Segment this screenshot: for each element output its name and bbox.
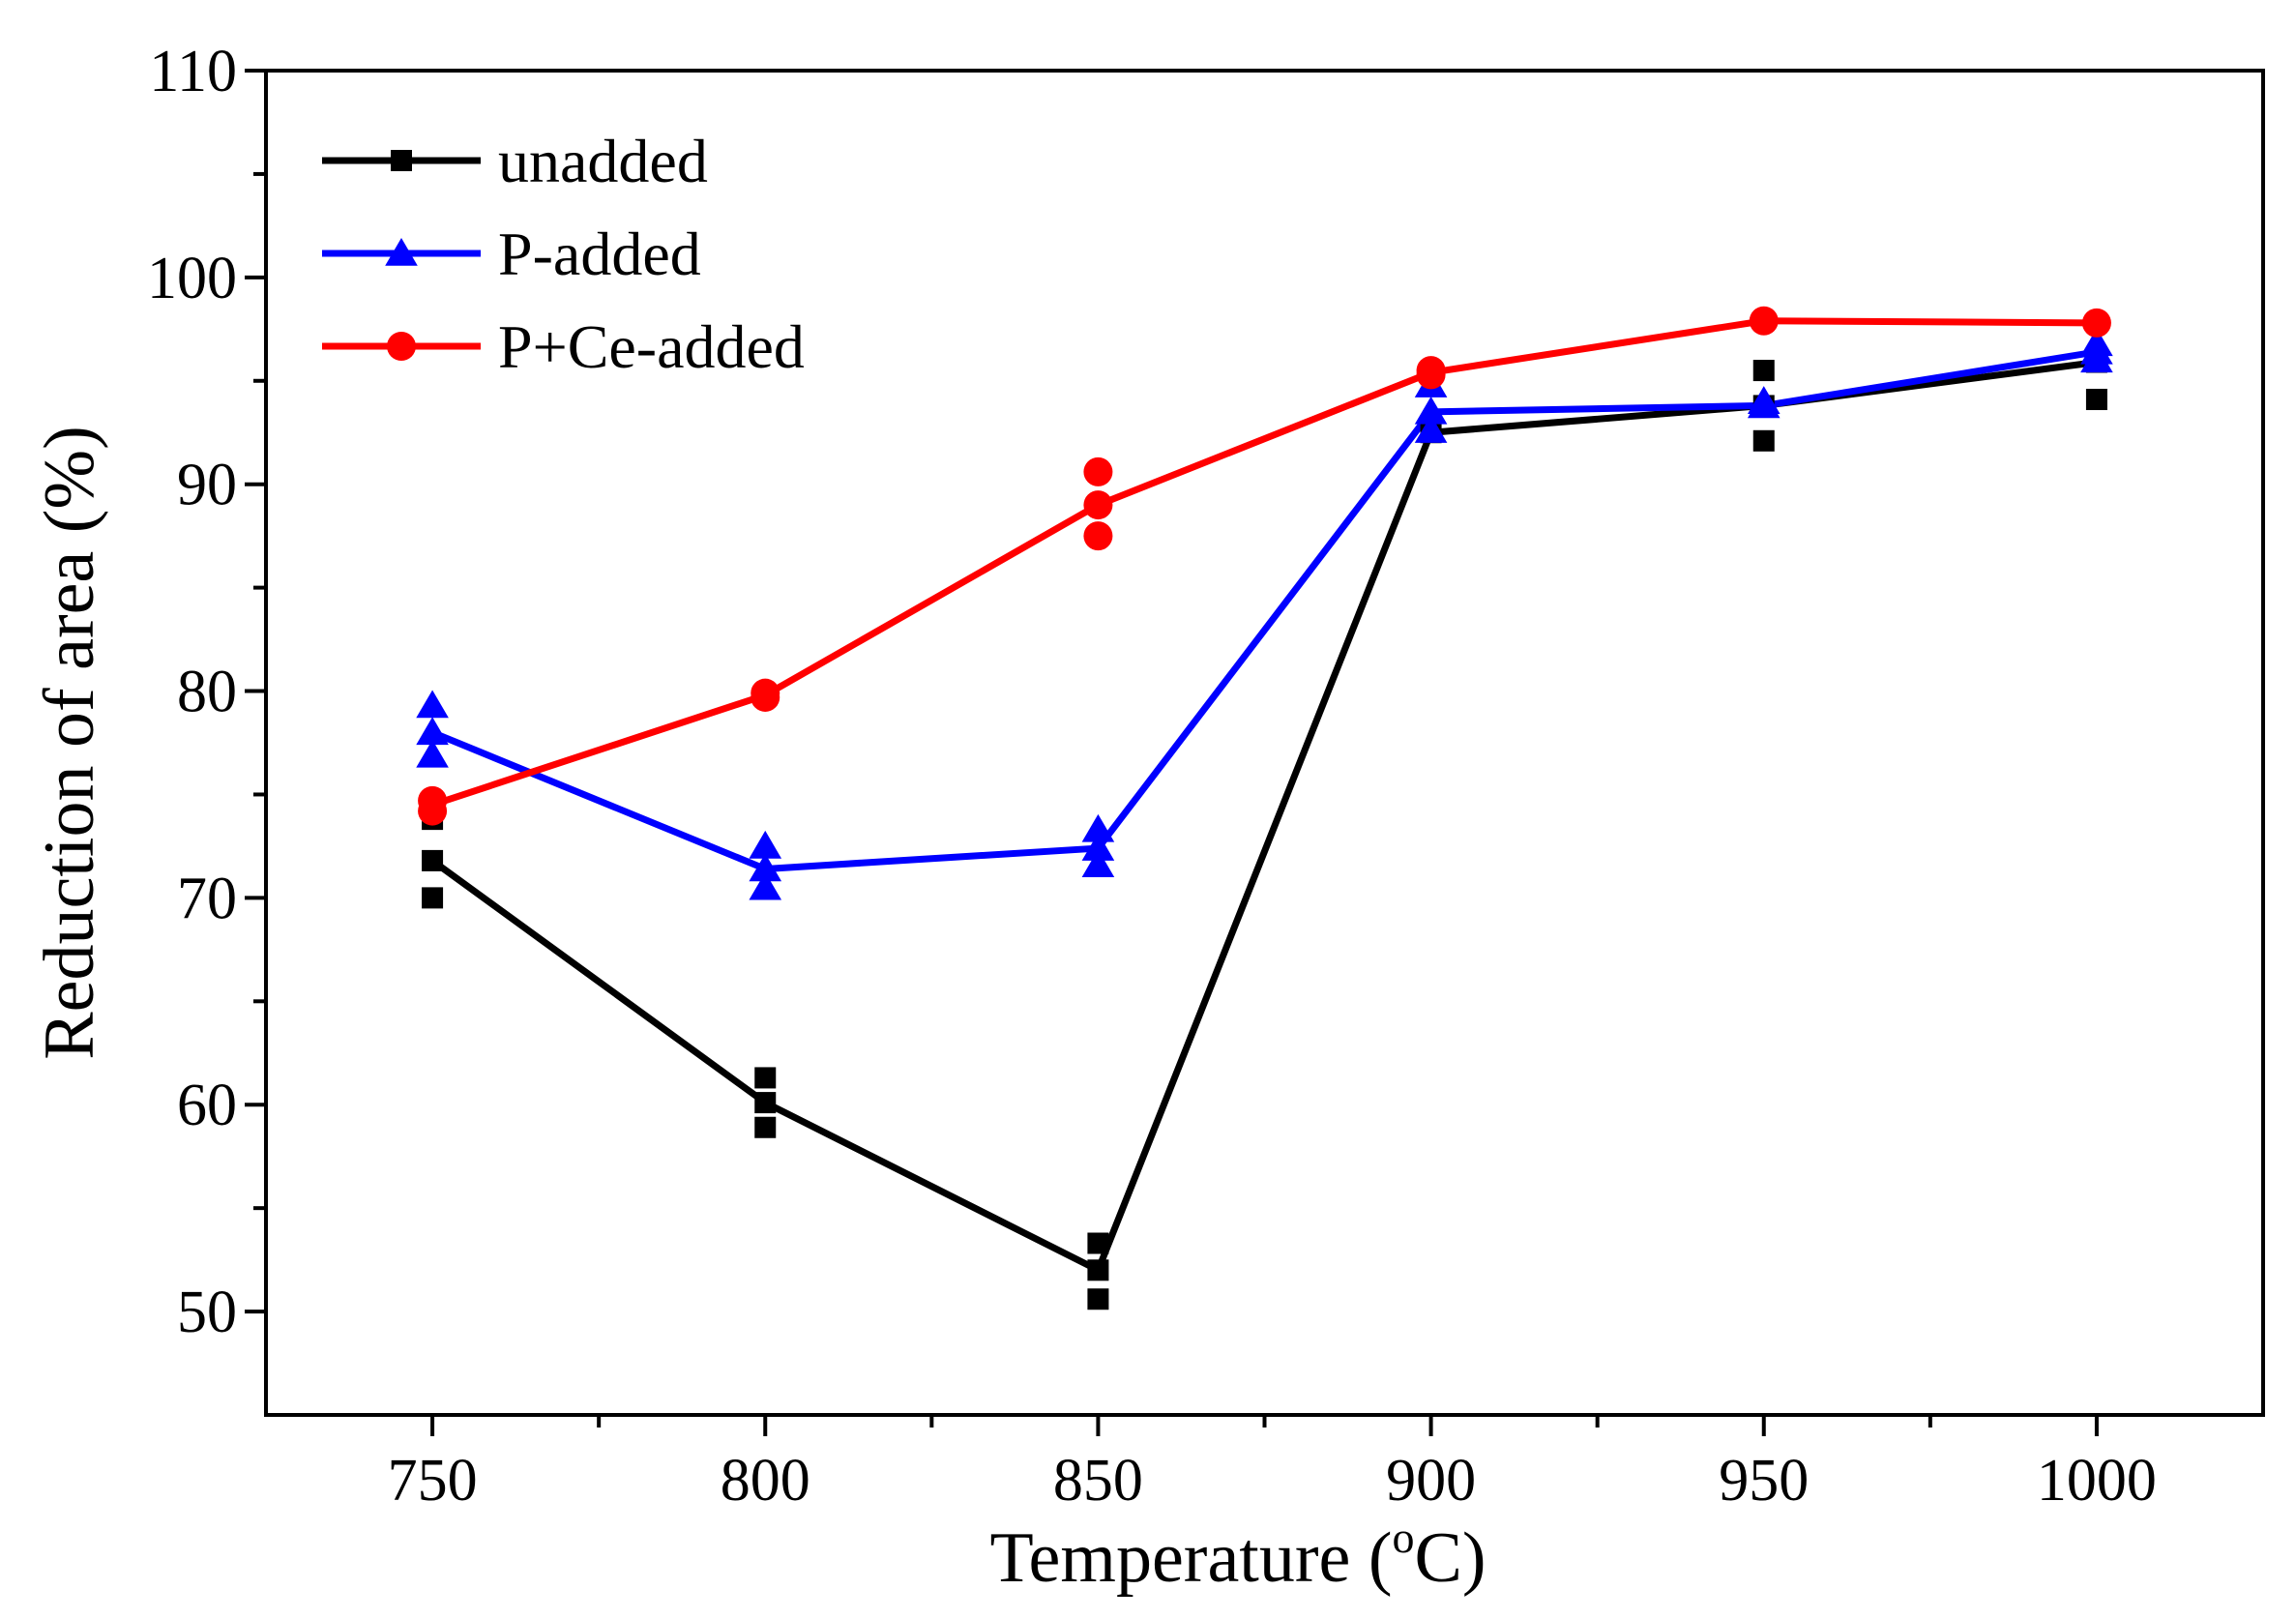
series-lines [430,317,2098,1274]
data-point-unadded [1752,360,1775,382]
data-point-P-added [416,717,449,746]
data-point-P-added [416,690,449,719]
data-point-P+Ce-added [1416,360,1446,390]
x-tick-label: 800 [721,1448,810,1514]
data-point-P+Ce-added [1083,521,1113,551]
legend-marker-P+Ce-added [387,332,416,361]
series-line-unadded [430,359,2098,1274]
legend: unadded P-added P+Ce-added [322,127,805,381]
x-tick-label: 850 [1053,1448,1143,1514]
data-point-unadded [2085,389,2107,411]
series-markers [416,306,2113,1310]
data-point-unadded [754,1116,777,1138]
data-point-P+Ce-added [1083,456,1113,486]
data-point-P-added [2080,344,2113,373]
y-axis-title: Reduction of area (%) [30,426,109,1059]
data-point-P-added [1414,396,1448,425]
data-point-unadded [1087,1288,1109,1310]
data-point-unadded [422,887,444,909]
x-tick-label: 750 [388,1448,478,1514]
data-point-P-added [1081,849,1115,877]
y-tick-label: 90 [177,453,237,518]
data-point-unadded [1752,429,1775,452]
legend-marker-unadded [391,150,412,171]
data-point-P+Ce-added [1749,306,1779,336]
y-tick-label: 60 [177,1073,237,1138]
x-tick-label: 900 [1386,1448,1476,1514]
axis-ticks [245,69,2099,1436]
legend-label-P-added: P-added [498,220,701,288]
data-point-P-added [1081,833,1115,861]
data-point-unadded [754,1092,777,1114]
axis-tick-labels: 750 800 850 900 950 1000 50 60 70 80 90 100 110 [147,39,2157,1514]
legend-marker-P-added [385,238,418,266]
x-axis-title-text: Temperature ( [990,1518,1393,1598]
data-point-P-added [1747,390,1781,419]
legend-label-P+Ce-added: P+Ce-added [498,312,805,381]
y-tick-label: 50 [177,1280,237,1345]
y-tick-label: 80 [177,660,237,725]
data-point-P-added [1414,415,1448,443]
data-point-unadded [1087,1259,1109,1281]
data-point-P-added [749,830,782,859]
y-tick-label: 100 [147,246,237,311]
data-point-P-added [1081,813,1115,842]
x-tick-label: 950 [1719,1448,1809,1514]
data-point-P+Ce-added [2081,308,2111,338]
data-point-P+Ce-added [751,682,780,712]
data-point-unadded [422,849,444,871]
data-point-P-added [749,853,782,882]
x-tick-label: 1000 [2037,1448,2157,1514]
data-point-P-added [416,739,449,768]
y-tick-label: 110 [149,39,237,104]
series-line-P-added [430,348,2098,872]
data-point-unadded [1087,1232,1109,1254]
data-point-P+Ce-added [1083,490,1113,520]
data-point-P-added [749,871,782,900]
degree-superscript: o [1392,1513,1414,1562]
y-tick-label: 70 [177,866,237,931]
x-axis-title: Temperature (oC) [990,1513,1487,1598]
data-point-P+Ce-added [418,796,448,826]
series-line-P+Ce-added [430,317,2097,809]
legend-label-unadded: unadded [498,127,708,195]
x-axis-title-unit: C) [1414,1518,1486,1598]
data-point-unadded [754,1067,777,1089]
